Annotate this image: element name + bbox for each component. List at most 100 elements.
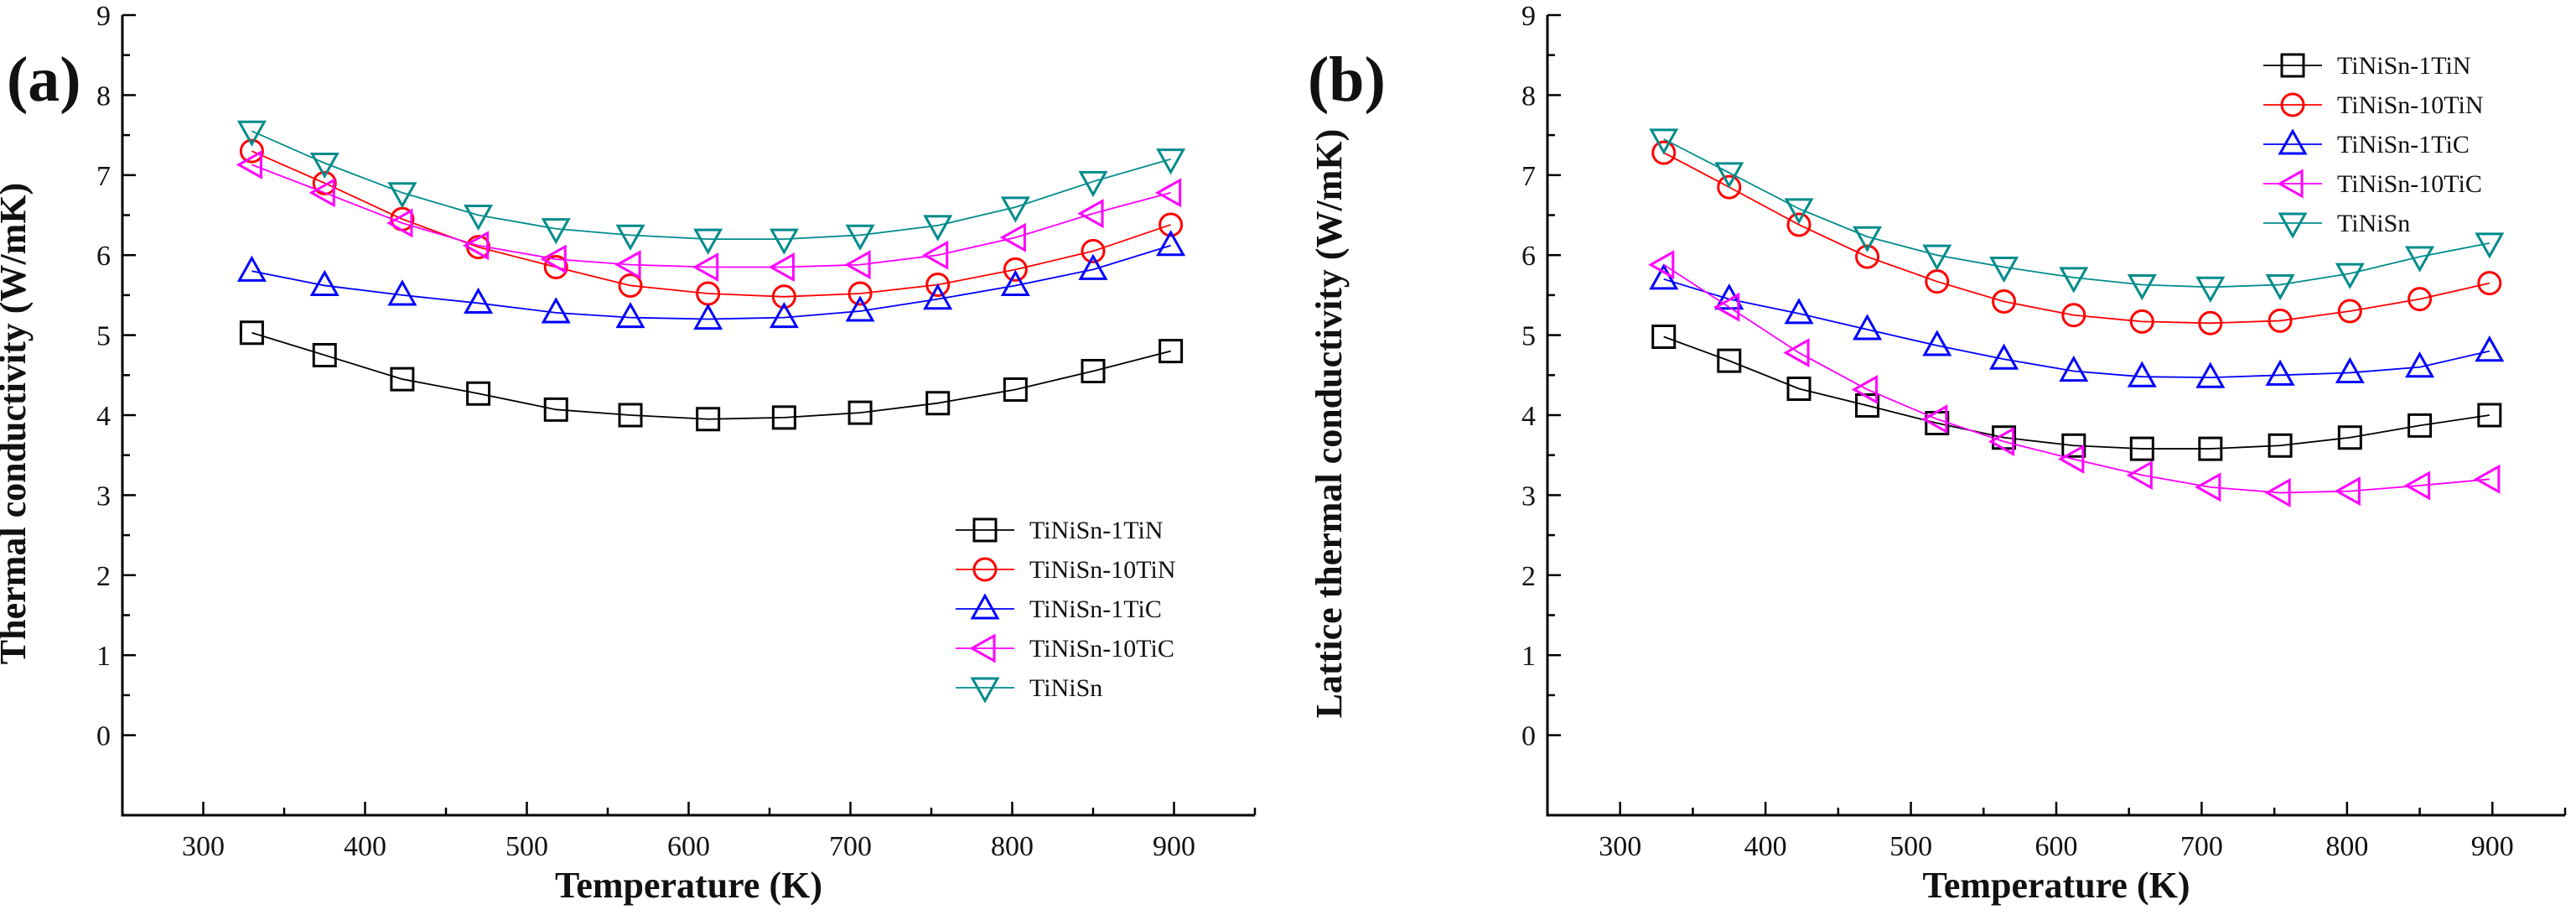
data-point [2264, 478, 2291, 508]
data-point [541, 218, 571, 245]
y-tick-label: 0 [1521, 721, 1536, 752]
y-tick-label: 3 [96, 481, 111, 512]
data-point [1000, 269, 1030, 297]
legend-marker [969, 633, 996, 663]
y-tick-label: 1 [1521, 641, 1536, 672]
data-point [309, 152, 339, 179]
series-line [251, 331, 1171, 420]
data-point [1988, 426, 2015, 456]
data-point [236, 120, 267, 147]
panel-a: (a) 0 1 2 3 4 5 6 7 8 9 300 400 500 600 700 800 900 Temper… [0, 1, 1257, 906]
legend-label: TiNiSn [1029, 674, 1102, 702]
data-point [462, 231, 490, 261]
y-tick-label: 5 [96, 321, 111, 352]
legend-label: TiNiSn-10TiC [1029, 635, 1174, 663]
x-tick-label: 500 [1889, 831, 1932, 862]
data-point [2061, 303, 2086, 328]
data-point [2337, 425, 2362, 450]
legend-marker [972, 517, 998, 543]
data-point [540, 244, 567, 274]
x-tick-label: 300 [1599, 831, 1641, 862]
data-point [615, 301, 645, 329]
y-axis-title: Lattice thermal conductivity (W/mK) [1309, 129, 1350, 719]
data-point [693, 303, 723, 330]
legend-label: TiNiSn-10TiN [2337, 91, 2484, 119]
data-point [466, 381, 491, 406]
data-point [2335, 263, 2365, 289]
data-point [2334, 476, 2361, 507]
y-tick-label: 1 [96, 641, 111, 672]
x-tick-label: 900 [2471, 831, 2514, 862]
legend-label: TiNiSn-1TiN [1029, 517, 1164, 544]
y-tick-label: 2 [96, 561, 111, 592]
y-tick-label: 3 [1521, 481, 1536, 512]
data-point [2198, 310, 2223, 335]
data-point [1156, 230, 1186, 257]
data-point [541, 297, 571, 324]
data-point [845, 295, 875, 322]
legend-label: TiNiSn-1TiC [1029, 595, 1162, 623]
data-point [2408, 413, 2433, 438]
data-point [2405, 351, 2435, 378]
data-point [1922, 244, 1952, 271]
data-point [1081, 359, 1106, 384]
legend-marker [2280, 53, 2305, 78]
x-tick-label: 700 [2180, 831, 2223, 862]
data-point [618, 403, 643, 428]
data-point [1648, 250, 1675, 280]
data-point [1855, 393, 1880, 419]
data-point [1992, 289, 2017, 315]
data-point [1651, 140, 1677, 165]
y-tick-label: 9 [96, 1, 111, 32]
data-point [2058, 444, 2085, 474]
y-tick-label: 4 [96, 401, 111, 432]
x-tick-label: 500 [505, 831, 548, 862]
data-point [1078, 170, 1108, 198]
series-TiNiSn-10TiC [236, 149, 1182, 283]
data-point [2129, 436, 2154, 461]
data-point [390, 367, 415, 392]
series-line [1663, 335, 2490, 450]
x-axis-title: Temperature (K) [1923, 865, 2190, 906]
data-point [2335, 356, 2365, 383]
y-tick-label: 9 [1521, 1, 1536, 32]
data-point [2127, 361, 2157, 387]
series-line [251, 150, 1171, 298]
data-point [1713, 292, 1740, 322]
data-point [2475, 232, 2505, 259]
data-point [1717, 348, 1742, 373]
data-point [615, 224, 645, 252]
series-TiNiSn-10TiN [239, 138, 1184, 309]
data-point [1989, 256, 2019, 283]
data-point [239, 138, 264, 164]
y-tick-label: 4 [1521, 401, 1536, 432]
data-point [2474, 464, 2501, 494]
data-point [2195, 276, 2226, 304]
data-point [1921, 404, 1948, 434]
data-point [925, 391, 951, 416]
data-point [1000, 196, 1030, 223]
series-TiNiSn-1TiN [1651, 325, 2502, 461]
data-point [312, 342, 337, 367]
legend: TiNiSn-1TiN TiNiSn-10TiN TiNiSn-1TiC TiNiSn… [2263, 52, 2484, 239]
legend-marker [972, 557, 998, 582]
x-tick-label: 600 [667, 831, 710, 862]
data-point [1853, 226, 1883, 252]
data-point [845, 224, 875, 252]
legend-marker [970, 677, 1000, 704]
data-point [312, 170, 337, 195]
x-tick-label: 900 [1153, 831, 1195, 862]
data-point [844, 250, 871, 280]
legend-label: TiNiSn-10TiN [1029, 556, 1176, 584]
legend-marker [970, 593, 1000, 620]
data-point [2061, 433, 2086, 458]
data-point [1717, 174, 1742, 200]
data-point [2265, 359, 2295, 386]
data-point [236, 149, 262, 179]
panel-label: (b) [1308, 44, 1386, 115]
series-TiNiSn-1TiC [236, 230, 1186, 330]
data-point [464, 204, 494, 231]
legend-marker [2280, 92, 2305, 117]
legend-label: TiNiSn-1TiN [2337, 52, 2471, 80]
